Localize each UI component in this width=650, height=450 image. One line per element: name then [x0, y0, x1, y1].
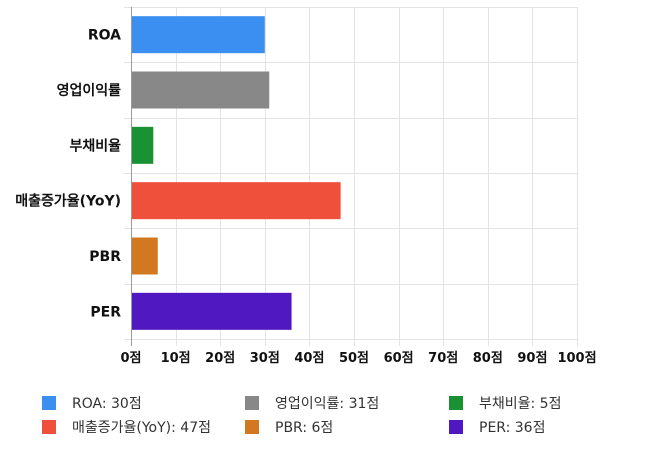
category-label-2: 부채비율 — [69, 137, 121, 154]
bar-4 — [132, 237, 158, 275]
legend-item-1: 영업이익률: 31점 — [245, 393, 379, 413]
legend-swatch-5 — [449, 420, 463, 434]
x-tick-label-10: 100점 — [557, 351, 596, 366]
x-tick-label-9: 90점 — [517, 351, 547, 366]
grid-lines — [124, 7, 578, 346]
x-tick-label-1: 10점 — [161, 351, 191, 366]
category-label-5: PER — [90, 304, 121, 320]
bar-3 — [132, 182, 341, 220]
legend-item-5: PER: 36점 — [449, 417, 545, 437]
bar-2 — [132, 126, 154, 164]
legend-label-1: 영업이익률: 31점 — [275, 396, 380, 412]
legend-label-5: PER: 36점 — [479, 420, 546, 436]
x-tick-labels: 0점 10점 20점 30점 40점 50점 60점 70점 80점 90점 100점 — [120, 351, 596, 366]
legend-swatch-1 — [245, 396, 259, 410]
x-tick-label-5: 50점 — [339, 351, 369, 366]
bar-5 — [132, 292, 292, 330]
bar-1 — [132, 71, 270, 109]
legend-item-2: 부채비율: 5점 — [449, 393, 561, 413]
legend-item-4: PBR: 6점 — [245, 417, 333, 437]
x-tick-label-4: 40점 — [294, 351, 324, 366]
bar-0 — [132, 16, 265, 54]
legend-item-3: 매출증가율(YoY): 47점 — [42, 417, 211, 437]
legend-swatch-0 — [42, 396, 56, 410]
legend-item-0: ROA: 30점 — [42, 393, 142, 413]
category-label-0: ROA — [88, 28, 121, 44]
category-label-3: 매출증가율(YoY) — [15, 193, 121, 210]
x-tick-label-0: 0점 — [120, 351, 141, 366]
legend-swatch-4 — [245, 420, 259, 434]
x-tick-label-7: 70점 — [428, 351, 458, 366]
legend-label-3: 매출증가율(YoY): 47점 — [72, 420, 211, 436]
legend-swatch-3 — [42, 420, 56, 434]
bars — [132, 16, 341, 330]
legend-label-2: 부채비율: 5점 — [479, 396, 562, 412]
legend-label-0: ROA: 30점 — [72, 396, 142, 412]
category-label-1: 영업이익률 — [57, 82, 122, 99]
x-tick-label-3: 30점 — [250, 351, 280, 366]
x-tick-label-8: 80점 — [473, 351, 503, 366]
x-tick-label-6: 60점 — [384, 351, 414, 366]
legend-label-4: PBR: 6점 — [275, 420, 334, 436]
x-tick-label-2: 20점 — [205, 351, 235, 366]
legend-swatch-2 — [449, 396, 463, 410]
category-label-4: PBR — [89, 249, 121, 265]
